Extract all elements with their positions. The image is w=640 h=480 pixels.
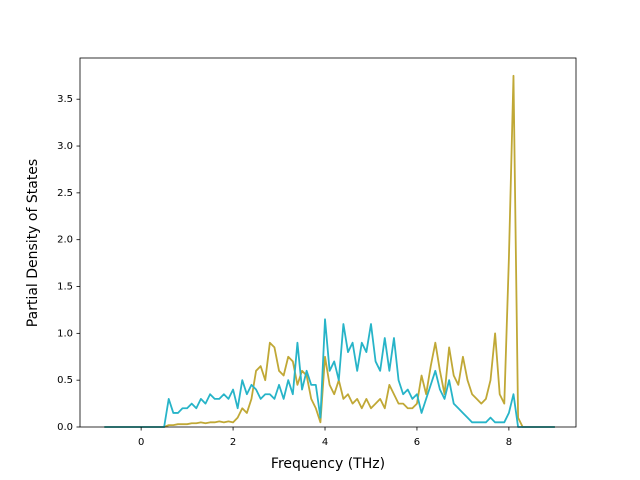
y-tick-label: 2.0 <box>57 235 73 246</box>
y-tick-label: 0.5 <box>57 375 73 386</box>
x-tick-label: 4 <box>322 437 328 448</box>
y-tick-label: 1.0 <box>57 328 73 339</box>
y-tick-label: 3.5 <box>57 94 73 105</box>
plot-frame <box>79 57 577 428</box>
y-tick-label: 1.5 <box>57 282 73 293</box>
y-tick-label: 3.0 <box>57 141 73 152</box>
x-tick-label: 2 <box>230 437 236 448</box>
y-tick-label: 0.0 <box>57 422 73 433</box>
data-line <box>104 318 555 428</box>
x-axis-label: Frequency (THz) <box>271 456 385 472</box>
x-tick-label: 8 <box>506 437 512 448</box>
data-line <box>104 74 555 428</box>
y-tick-label: 2.5 <box>57 188 73 199</box>
y-axis-label: Partial Density of States <box>25 159 41 327</box>
x-tick-label: 6 <box>414 437 420 448</box>
x-tick-label: 0 <box>138 437 144 448</box>
